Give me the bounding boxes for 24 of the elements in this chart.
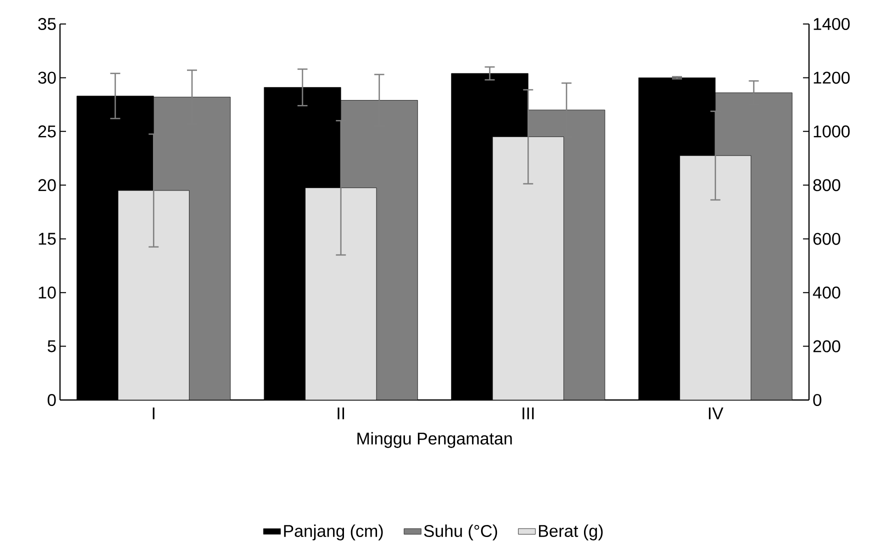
y2-tick-label: 800	[813, 179, 840, 192]
y-tick-label: 35	[38, 18, 56, 30]
legend-label: Berat (g)	[539, 524, 603, 540]
y2-tick-label: 600	[813, 232, 840, 245]
y2-tick-label: 1000	[814, 125, 850, 138]
y-tick-label: 15	[38, 232, 56, 245]
y2-tick-label: 1200	[814, 72, 850, 84]
x-tick-label: III	[522, 408, 534, 420]
x-tick-label: IV	[708, 408, 724, 420]
x-tick-label: II	[338, 408, 344, 420]
x-axis-title: Minggu Pengamatan	[357, 432, 512, 448]
y-tick-label: 25	[38, 125, 56, 138]
y2-tick-label: 200	[813, 340, 840, 352]
x-tick-label: I	[152, 408, 154, 420]
y-tick-label: 0	[48, 394, 56, 406]
y-tick-label: 10	[38, 286, 56, 299]
y-tick-label: 5	[48, 340, 56, 352]
legend-label: Panjang (cm)	[284, 524, 383, 540]
y-tick-label: 20	[38, 179, 56, 192]
y2-tick-label: 1400	[814, 18, 850, 30]
y2-tick-label: 400	[812, 286, 840, 299]
y-tick-label: 30	[38, 72, 56, 84]
legend-label: Suhu (°C)	[424, 524, 498, 540]
y2-tick-label: 0	[813, 394, 822, 406]
